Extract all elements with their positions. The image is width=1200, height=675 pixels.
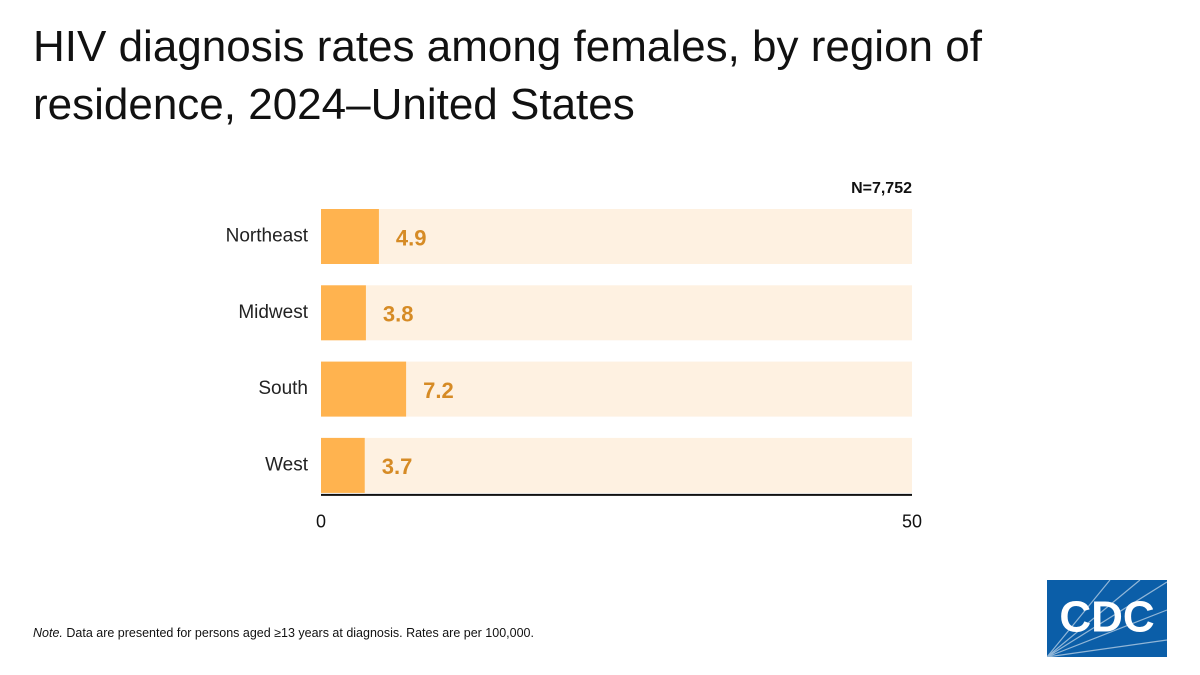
category-label: Northeast bbox=[226, 226, 309, 247]
bar-track bbox=[321, 285, 912, 341]
value-label: 4.9 bbox=[396, 225, 427, 250]
bar bbox=[321, 361, 407, 417]
bar bbox=[321, 285, 366, 341]
value-label: 3.7 bbox=[382, 454, 413, 479]
value-label: 3.8 bbox=[383, 302, 414, 327]
bar-track bbox=[321, 361, 912, 417]
bar-track bbox=[321, 437, 912, 493]
category-label: West bbox=[265, 454, 309, 475]
x-tick-label: 50 bbox=[902, 512, 922, 532]
note: Note. Data are presented for persons age… bbox=[33, 626, 534, 640]
value-label: 7.2 bbox=[423, 378, 454, 403]
bar bbox=[321, 209, 379, 264]
logo: CDC bbox=[1046, 579, 1168, 658]
category-label: Midwest bbox=[238, 302, 308, 323]
annotation: N=7,752 bbox=[851, 180, 912, 197]
bar bbox=[321, 437, 365, 493]
x-tick-label: 0 bbox=[316, 512, 326, 532]
chart-title: HIV diagnosis rates among females, by re… bbox=[33, 22, 982, 129]
logo-rays bbox=[1046, 579, 1168, 658]
logo-text: CDC bbox=[1059, 593, 1154, 642]
note-label: Note. bbox=[33, 626, 63, 640]
note-text: Data are presented for persons aged ≥13 … bbox=[66, 626, 534, 640]
category-label: South bbox=[258, 378, 308, 399]
bar-track bbox=[321, 209, 912, 264]
